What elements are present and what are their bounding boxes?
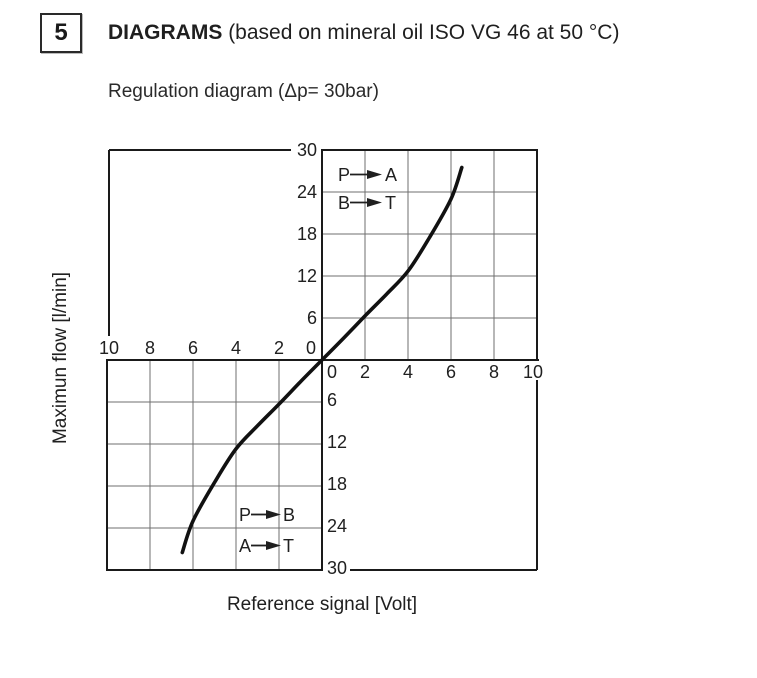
x-tick-label: 2 — [274, 338, 284, 358]
x-tick-label: 4 — [231, 338, 241, 358]
y-tick-label: 12 — [297, 266, 317, 286]
x-tick-label: 2 — [360, 362, 370, 382]
y-tick-label: 30 — [327, 558, 347, 578]
right-arrow-icon — [266, 510, 281, 519]
x-tick-label: 0 — [327, 362, 337, 382]
y-tick-label: 6 — [327, 390, 337, 410]
right-arrow-icon — [367, 170, 382, 179]
flow-port-letter: T — [385, 193, 396, 213]
y-tick-label: 18 — [327, 474, 347, 494]
x-tick-label: 8 — [489, 362, 499, 382]
x-tick-label: 10 — [99, 338, 119, 358]
title-suffix: (based on mineral oil ISO VG 46 at 50 °C… — [228, 21, 620, 44]
origin-tick-label: 0 — [306, 338, 316, 358]
y-axis-title: Maximun flow [l/min] — [50, 272, 71, 444]
y-tick-label: 24 — [297, 182, 317, 202]
chart-subtitle: Regulation diagram (Δp= 30bar) — [108, 81, 379, 102]
x-tick-label: 8 — [145, 338, 155, 358]
x-tick-label: 6 — [188, 338, 198, 358]
flow-port-letter: A — [239, 536, 251, 556]
y-tick-label: 24 — [327, 516, 347, 536]
flow-port-letter: B — [283, 505, 295, 525]
flow-port-letter: A — [385, 165, 397, 185]
page-title: DIAGRAMS (based on mineral oil ISO VG 46… — [108, 21, 619, 45]
x-tick-label: 10 — [523, 362, 543, 382]
section-number: 5 — [54, 19, 68, 46]
y-tick-label: 30 — [297, 140, 317, 160]
flow-curve — [180, 165, 464, 555]
title-text: DIAGRAMS — [108, 21, 223, 44]
y-tick-label: 18 — [297, 224, 317, 244]
section-number-box: 5 — [40, 13, 82, 53]
flow-port-letter: T — [283, 536, 294, 556]
flow-port-letter: P — [338, 165, 350, 185]
y-tick-label: 6 — [307, 308, 317, 328]
right-arrow-icon — [367, 198, 382, 207]
y-tick-label: 12 — [327, 432, 347, 452]
x-tick-label: 6 — [446, 362, 456, 382]
right-arrow-icon — [266, 541, 281, 550]
x-tick-label: 4 — [403, 362, 413, 382]
flow-port-letter: B — [338, 193, 350, 213]
flow-port-letter: P — [239, 505, 251, 525]
x-axis-title: Reference signal [Volt] — [227, 594, 417, 615]
